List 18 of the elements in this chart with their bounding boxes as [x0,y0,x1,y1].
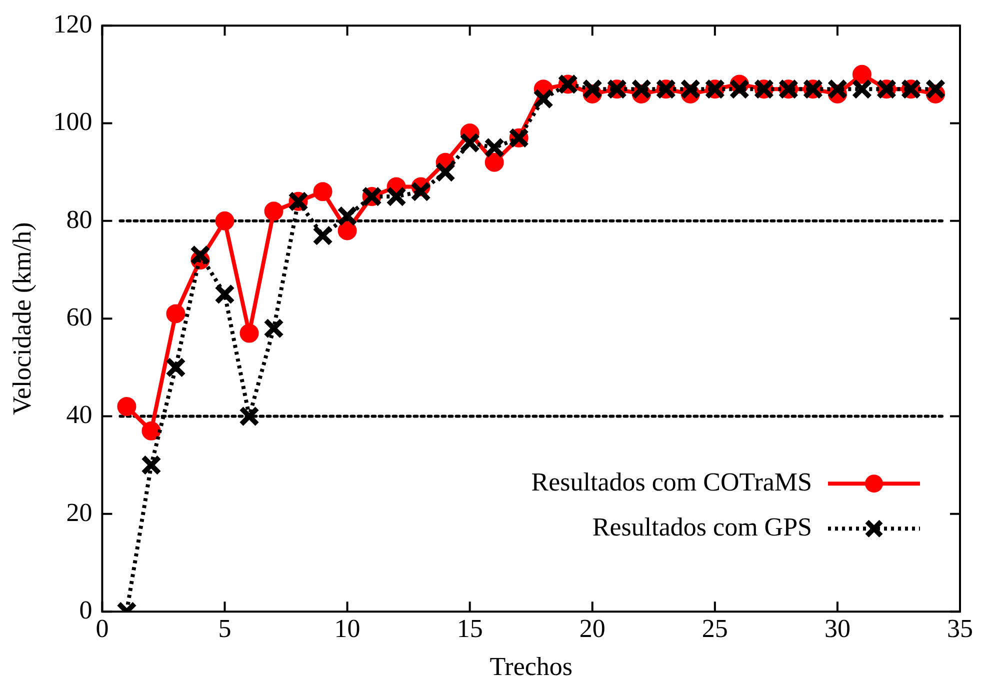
x-tick-label: 5 [218,614,232,644]
y-tick-label: 20 [66,498,92,527]
y-tick-label: 60 [66,302,92,332]
x-tick-label: 15 [456,614,483,644]
x-tick-label: 20 [579,614,606,644]
y-axis-title: Velocidade (km/h) [7,222,36,415]
y-tick-label: 0 [79,595,92,624]
legend-label: Resultados com COTraMS [531,467,812,496]
y-tick-label: 40 [66,400,92,430]
y-tick-label: 80 [66,204,92,234]
x-tick-label: 30 [824,614,850,644]
x-tick-label: 25 [702,614,728,644]
x-tick-label: 35 [947,614,973,644]
y-tick-label: 100 [53,107,92,136]
y-tick-label: 120 [53,9,92,38]
x-axis-title: Trechos [490,652,573,682]
legend-label: Resultados com GPS [592,512,812,542]
x-tick-label: 10 [334,614,360,644]
